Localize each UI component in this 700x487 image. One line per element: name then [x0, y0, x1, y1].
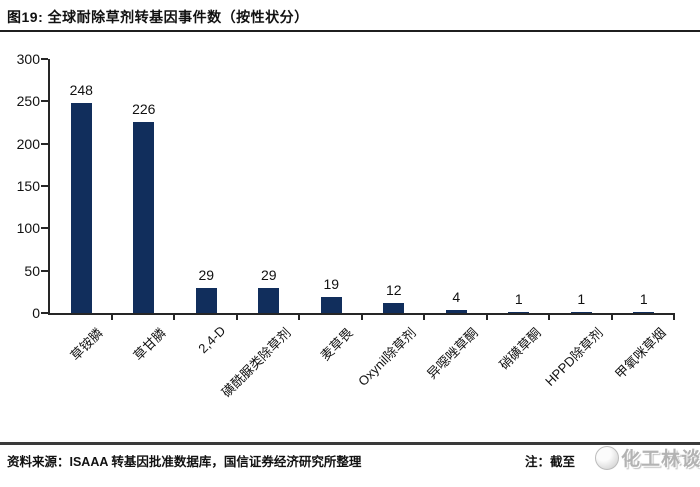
bar-value-label: 1	[514, 291, 523, 308]
x-axis-category-label: 麦草畏	[317, 325, 356, 364]
x-axis-tick	[548, 313, 550, 320]
x-axis-tick	[110, 313, 113, 320]
y-axis-tick	[41, 269, 48, 272]
source-text: 资料来源：ISAAA 转基因批准数据库，国信证券经济研究所整理	[7, 455, 362, 469]
bar-value-label: 29	[260, 267, 277, 284]
x-axis-tick	[235, 313, 238, 320]
x-axis-tick	[423, 313, 425, 320]
figure-title: 图19: 全球耐除草剂转基因事件数（按性状分）	[7, 9, 309, 25]
x-axis-category-label: 草铵膦	[67, 325, 106, 364]
bar-value-label: 1	[577, 291, 586, 308]
x-axis-tick	[485, 313, 488, 320]
x-axis-tick	[360, 313, 363, 320]
bar	[445, 309, 467, 313]
footer-divider	[0, 442, 700, 445]
watermark: 化工林谈	[594, 444, 700, 471]
bar	[195, 288, 217, 313]
y-axis-label: 0	[32, 305, 40, 321]
watermark-logo-icon	[594, 445, 619, 470]
x-axis-tick	[173, 313, 175, 320]
x-axis-category-label: 草甘膦	[130, 325, 169, 364]
bar	[320, 296, 342, 313]
x-axis-category-label: HPPD除草剂	[542, 325, 606, 389]
bar-value-label: 1	[639, 291, 648, 308]
bar	[633, 312, 655, 313]
bar	[570, 312, 592, 313]
bar	[70, 103, 92, 313]
x-axis-tick	[298, 313, 300, 320]
x-axis-category-label: Oxynil除草剂	[354, 325, 419, 389]
y-axis-label: 150	[16, 178, 40, 194]
y-axis-tick	[41, 312, 48, 314]
y-axis-tick	[41, 58, 48, 60]
bar-value-label: 12	[385, 281, 402, 298]
bar-value-label: 19	[323, 275, 340, 292]
note-text: 注：截至 化工林谈	[524, 445, 700, 470]
y-axis-tick	[41, 142, 48, 145]
plot-area: 0 50 100 150 200 250 300 248 草铵膦 226 草甘膦 29 2,4-D 29 磺…	[17, 51, 675, 400]
y-axis-label: 50	[24, 262, 40, 279]
bar	[383, 302, 405, 313]
bar-value-label: 29	[198, 267, 215, 284]
x-axis-category-label: 2,4-D	[195, 323, 229, 357]
y-axis-label: 250	[16, 93, 40, 110]
y-axis-label: 300	[16, 51, 40, 67]
figure-footer: 资料来源：ISAAA 转基因批准数据库，国信证券经济研究所整理 注：截至 化工林…	[7, 445, 700, 470]
y-axis-tick	[41, 100, 48, 103]
bar	[258, 288, 280, 313]
y-axis-tick	[41, 227, 48, 230]
watermark-label: 化工林谈	[620, 449, 700, 470]
x-axis-category-label: 磺酰脲类除草剂	[218, 325, 294, 401]
y-axis-label: 200	[16, 135, 40, 152]
title-divider	[0, 30, 700, 32]
bar-value-label: 248	[69, 82, 93, 99]
x-axis-category-label: 异噁唑草酮	[424, 325, 481, 382]
y-axis-label: 100	[16, 220, 40, 237]
bar	[508, 312, 530, 313]
x-axis-tick	[673, 313, 675, 320]
y-axis-tick	[41, 185, 48, 187]
note-label: 注：	[524, 455, 550, 469]
x-axis-tick	[610, 313, 613, 320]
bar-value-label: 226	[132, 100, 156, 117]
x-axis-category-label: 甲氧咪草烟	[611, 325, 669, 382]
bar	[133, 121, 155, 313]
bar-value-label: 4	[452, 288, 461, 305]
x-axis-category-label: 硝磺草酮	[496, 325, 544, 373]
note-value: 截至	[549, 455, 575, 469]
